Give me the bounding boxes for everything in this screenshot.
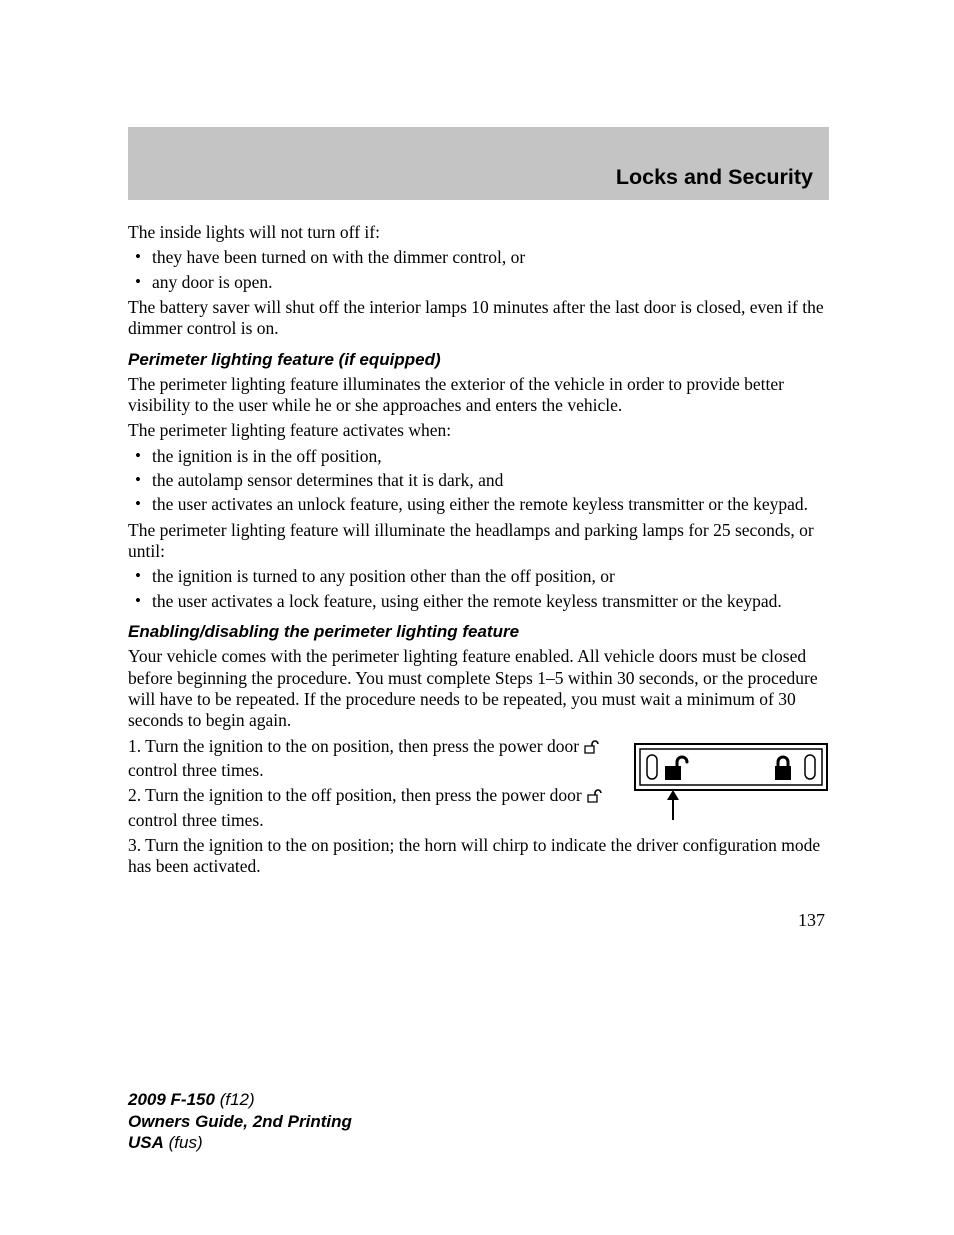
- footer-region: USA: [128, 1133, 164, 1152]
- sec2-head: Enabling/disabling the perimeter lightin…: [128, 622, 829, 642]
- intro-p1: The inside lights will not turn off if:: [128, 222, 829, 243]
- step-2b: control three times.: [128, 810, 264, 830]
- sec1-p1: The perimeter lighting feature illuminat…: [128, 374, 829, 417]
- step-1b: control three times.: [128, 760, 264, 780]
- footer-model: 2009 F-150: [128, 1090, 215, 1109]
- sec1-b5: the user activates a lock feature, using…: [128, 591, 829, 612]
- lock-switch-figure: [633, 742, 829, 827]
- sec1-bullets-2: the ignition is turned to any position o…: [128, 566, 829, 612]
- step-1: 1. Turn the ignition to the on position,…: [128, 736, 613, 782]
- step-2: 2. Turn the ignition to the off position…: [128, 785, 613, 831]
- sec1-b4: the ignition is turned to any position o…: [128, 566, 829, 587]
- sec1-b1: the ignition is in the off position,: [128, 446, 829, 467]
- footer-code2: (fus): [169, 1133, 203, 1152]
- intro-bullets: they have been turned on with the dimmer…: [128, 247, 829, 293]
- step-1a: 1. Turn the ignition to the on position,…: [128, 736, 579, 756]
- sec2-p1: Your vehicle comes with the perimeter li…: [128, 646, 829, 731]
- footer-guide: Owners Guide, 2nd Printing: [128, 1112, 352, 1131]
- header-bar: Locks and Security: [128, 127, 829, 200]
- intro-p2: The battery saver will shut off the inte…: [128, 297, 829, 340]
- unlock-icon: [583, 739, 601, 760]
- sec1-p3: The perimeter lighting feature will illu…: [128, 520, 829, 563]
- step-2a: 2. Turn the ignition to the off position…: [128, 785, 582, 805]
- sec1-b3: the user activates an unlock feature, us…: [128, 494, 829, 515]
- footer-code1: (f12): [220, 1090, 255, 1109]
- step-3: 3. Turn the ignition to the on position;…: [128, 835, 829, 878]
- intro-b1: they have been turned on with the dimmer…: [128, 247, 829, 268]
- sec1-b2: the autolamp sensor determines that it i…: [128, 470, 829, 491]
- sec1-p2: The perimeter lighting feature activates…: [128, 420, 829, 441]
- sec1-bullets-1: the ignition is in the off position, the…: [128, 446, 829, 516]
- sec1-head: Perimeter lighting feature (if equipped): [128, 350, 829, 370]
- page-title: Locks and Security: [616, 165, 813, 190]
- footer: 2009 F-150 (f12) Owners Guide, 2nd Print…: [128, 1089, 352, 1153]
- page-number: 137: [128, 910, 829, 931]
- intro-b2: any door is open.: [128, 272, 829, 293]
- unlock-icon: [586, 788, 604, 809]
